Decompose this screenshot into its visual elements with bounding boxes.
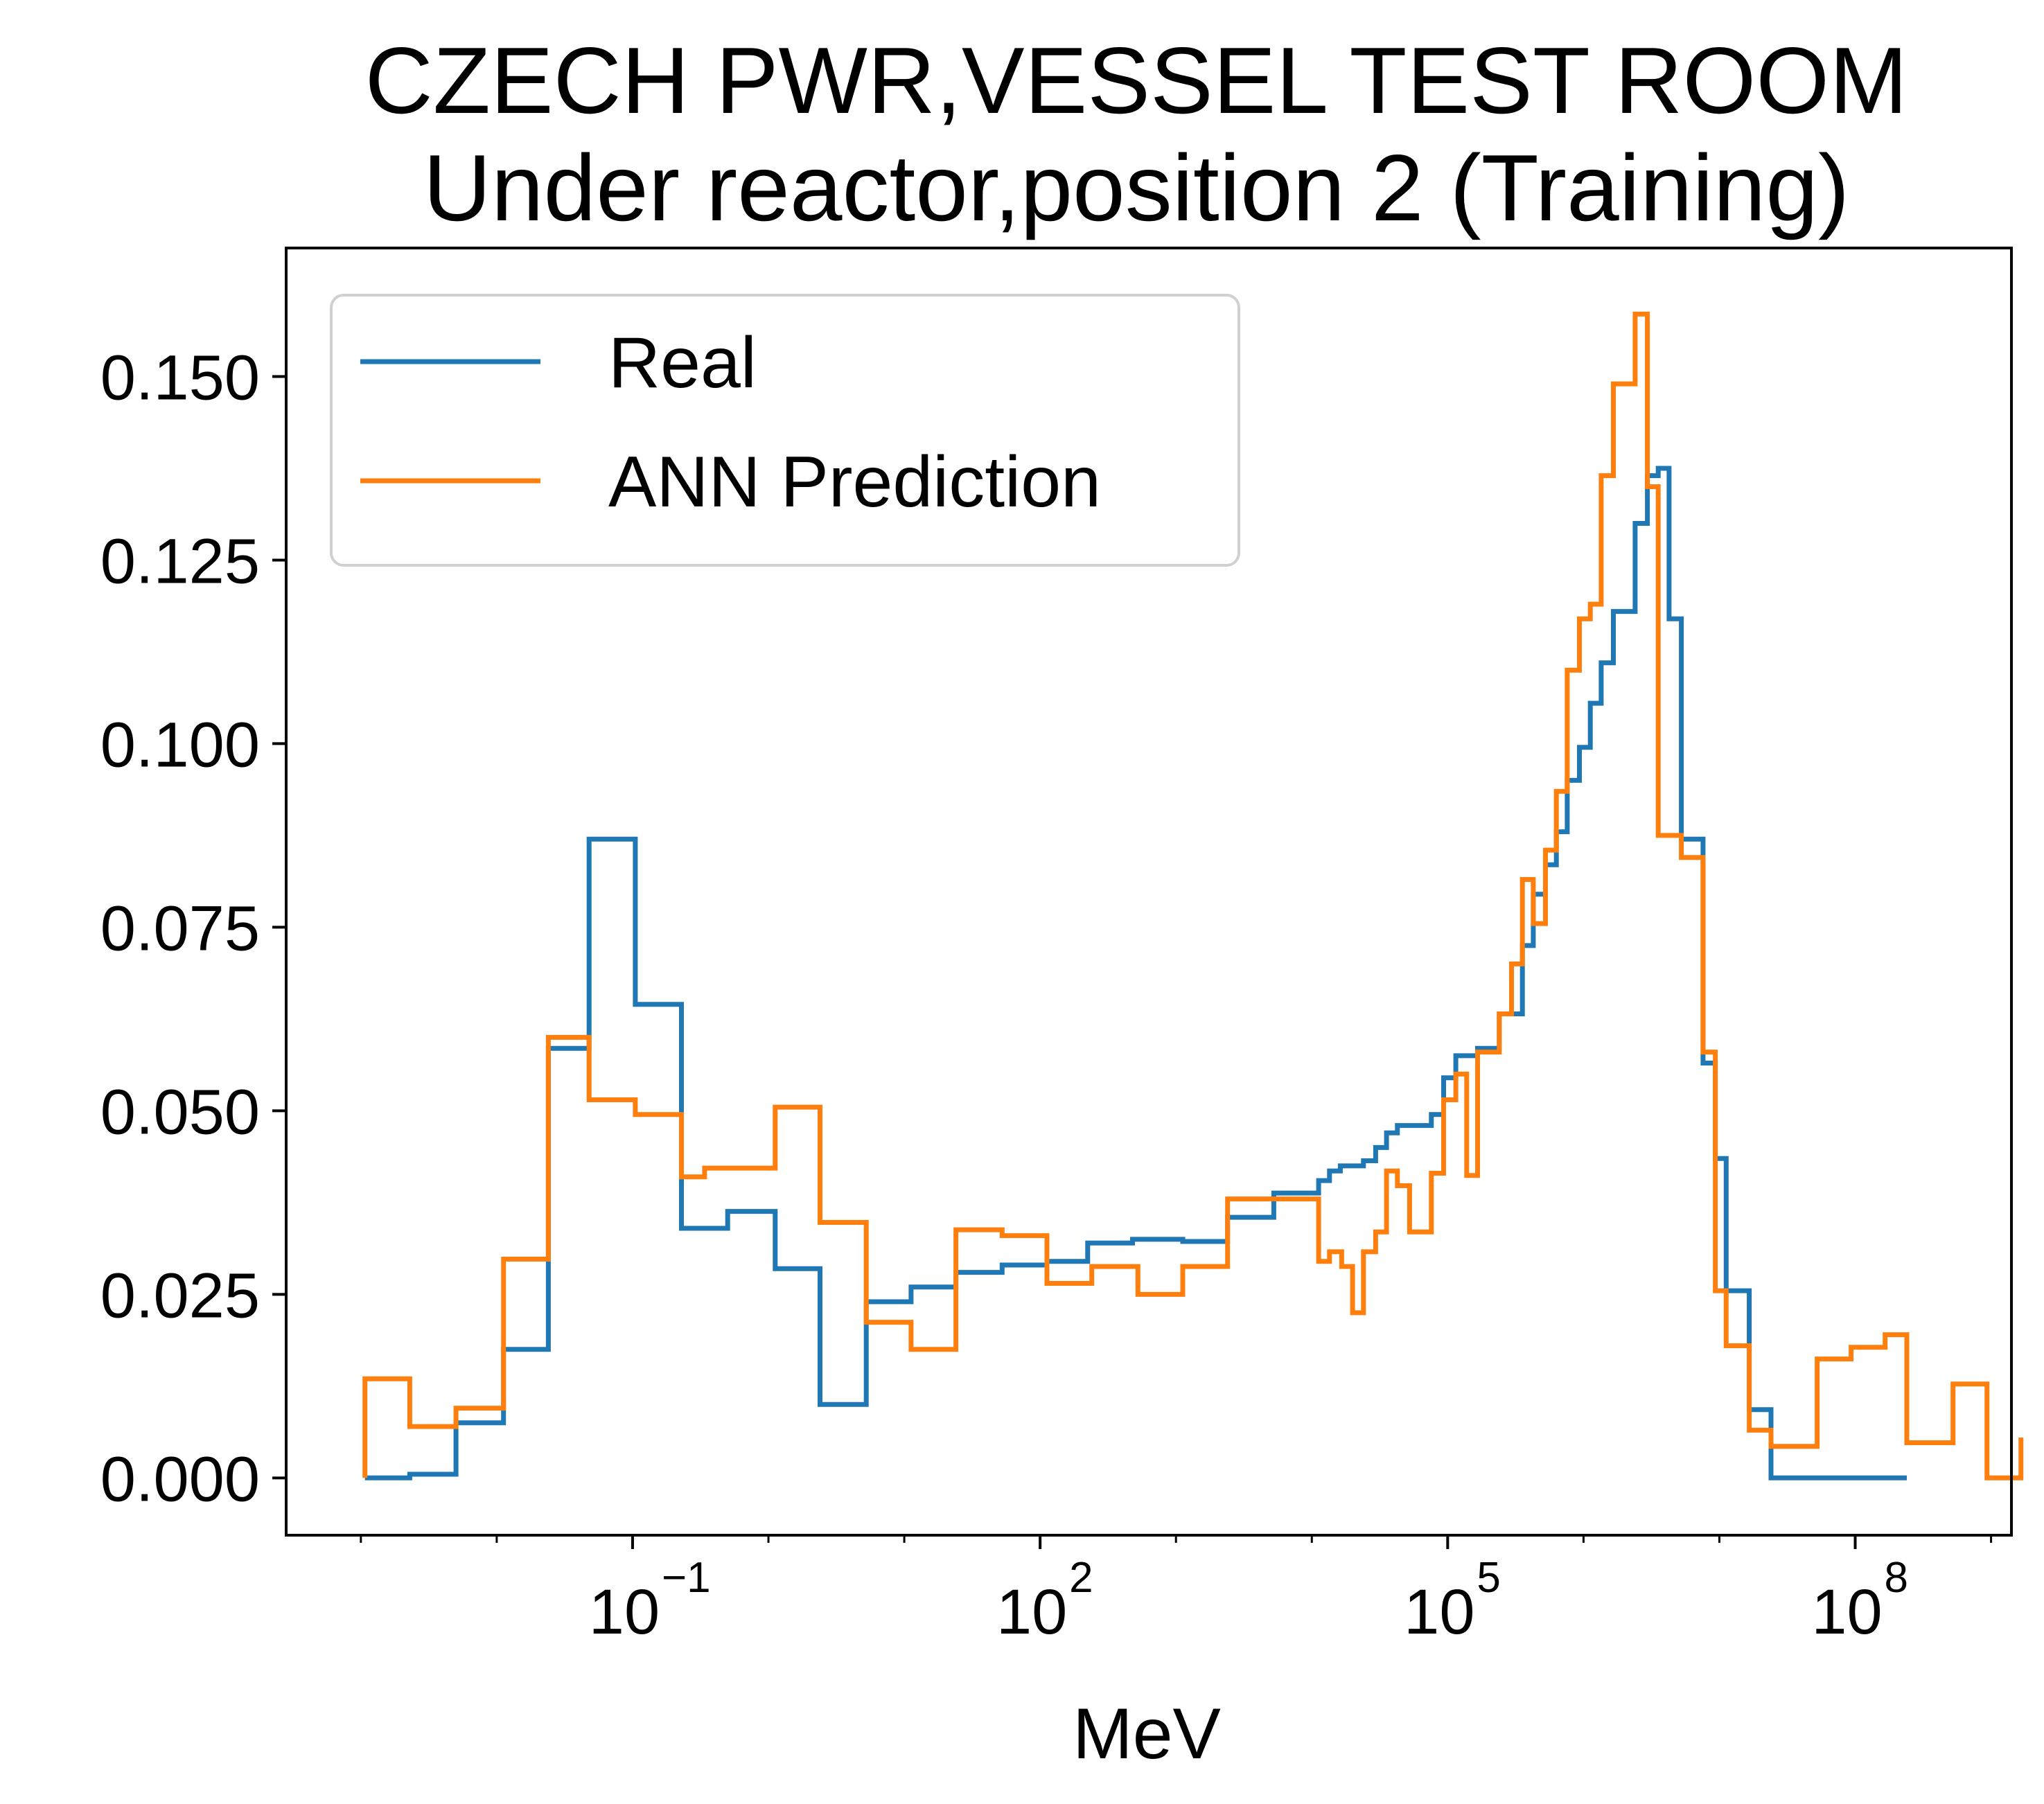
x-tick-label-exponent: −1 xyxy=(662,1554,711,1602)
series-line-ann-prediction xyxy=(362,311,2024,1480)
y-tick-label: 0.150 xyxy=(100,342,260,413)
y-tick-label: 0.100 xyxy=(100,709,260,780)
y-tick-label: 0.075 xyxy=(100,893,260,964)
y-axis: 0.000 0.025 0.050 0.075 0.100 0.125 0.150 xyxy=(100,342,286,1514)
legend: Real ANN Prediction xyxy=(330,294,1240,567)
x-tick-label: 10 xyxy=(1811,1577,1882,1647)
y-tick-label: 0.050 xyxy=(100,1077,260,1147)
y-tick-label: 0.125 xyxy=(100,526,260,596)
x-tick-label: 10 xyxy=(589,1577,660,1647)
y-tick-label: 0.000 xyxy=(100,1444,260,1514)
y-tick-label: 0.025 xyxy=(100,1260,260,1331)
x-tick-label-exponent: 5 xyxy=(1477,1554,1500,1602)
legend-label: ANN Prediction xyxy=(608,442,1101,522)
plot-area xyxy=(285,247,2024,1537)
chart-title-line2: Under reactor,position 2 (Training) xyxy=(423,135,1850,240)
legend-label: Real xyxy=(608,323,757,403)
x-tick-label-exponent: 8 xyxy=(1885,1554,1908,1602)
series-layer xyxy=(362,311,2024,1480)
plot-frame xyxy=(285,247,2013,1537)
x-tick-label: 10 xyxy=(996,1577,1067,1647)
legend-box xyxy=(330,294,1240,567)
x-axis: 10 −1 10 2 10 5 10 8 xyxy=(360,1535,1993,1647)
chart-title-line1: CZECH PWR,VESSEL TEST ROOM xyxy=(365,28,1908,133)
series-line-real xyxy=(364,466,1907,1480)
x-axis-label: MeV xyxy=(1073,1694,1221,1774)
chart-title: CZECH PWR,VESSEL TEST ROOM Under reactor… xyxy=(365,28,1908,240)
x-tick-label: 10 xyxy=(1404,1577,1474,1647)
x-tick-label-exponent: 2 xyxy=(1069,1554,1093,1602)
